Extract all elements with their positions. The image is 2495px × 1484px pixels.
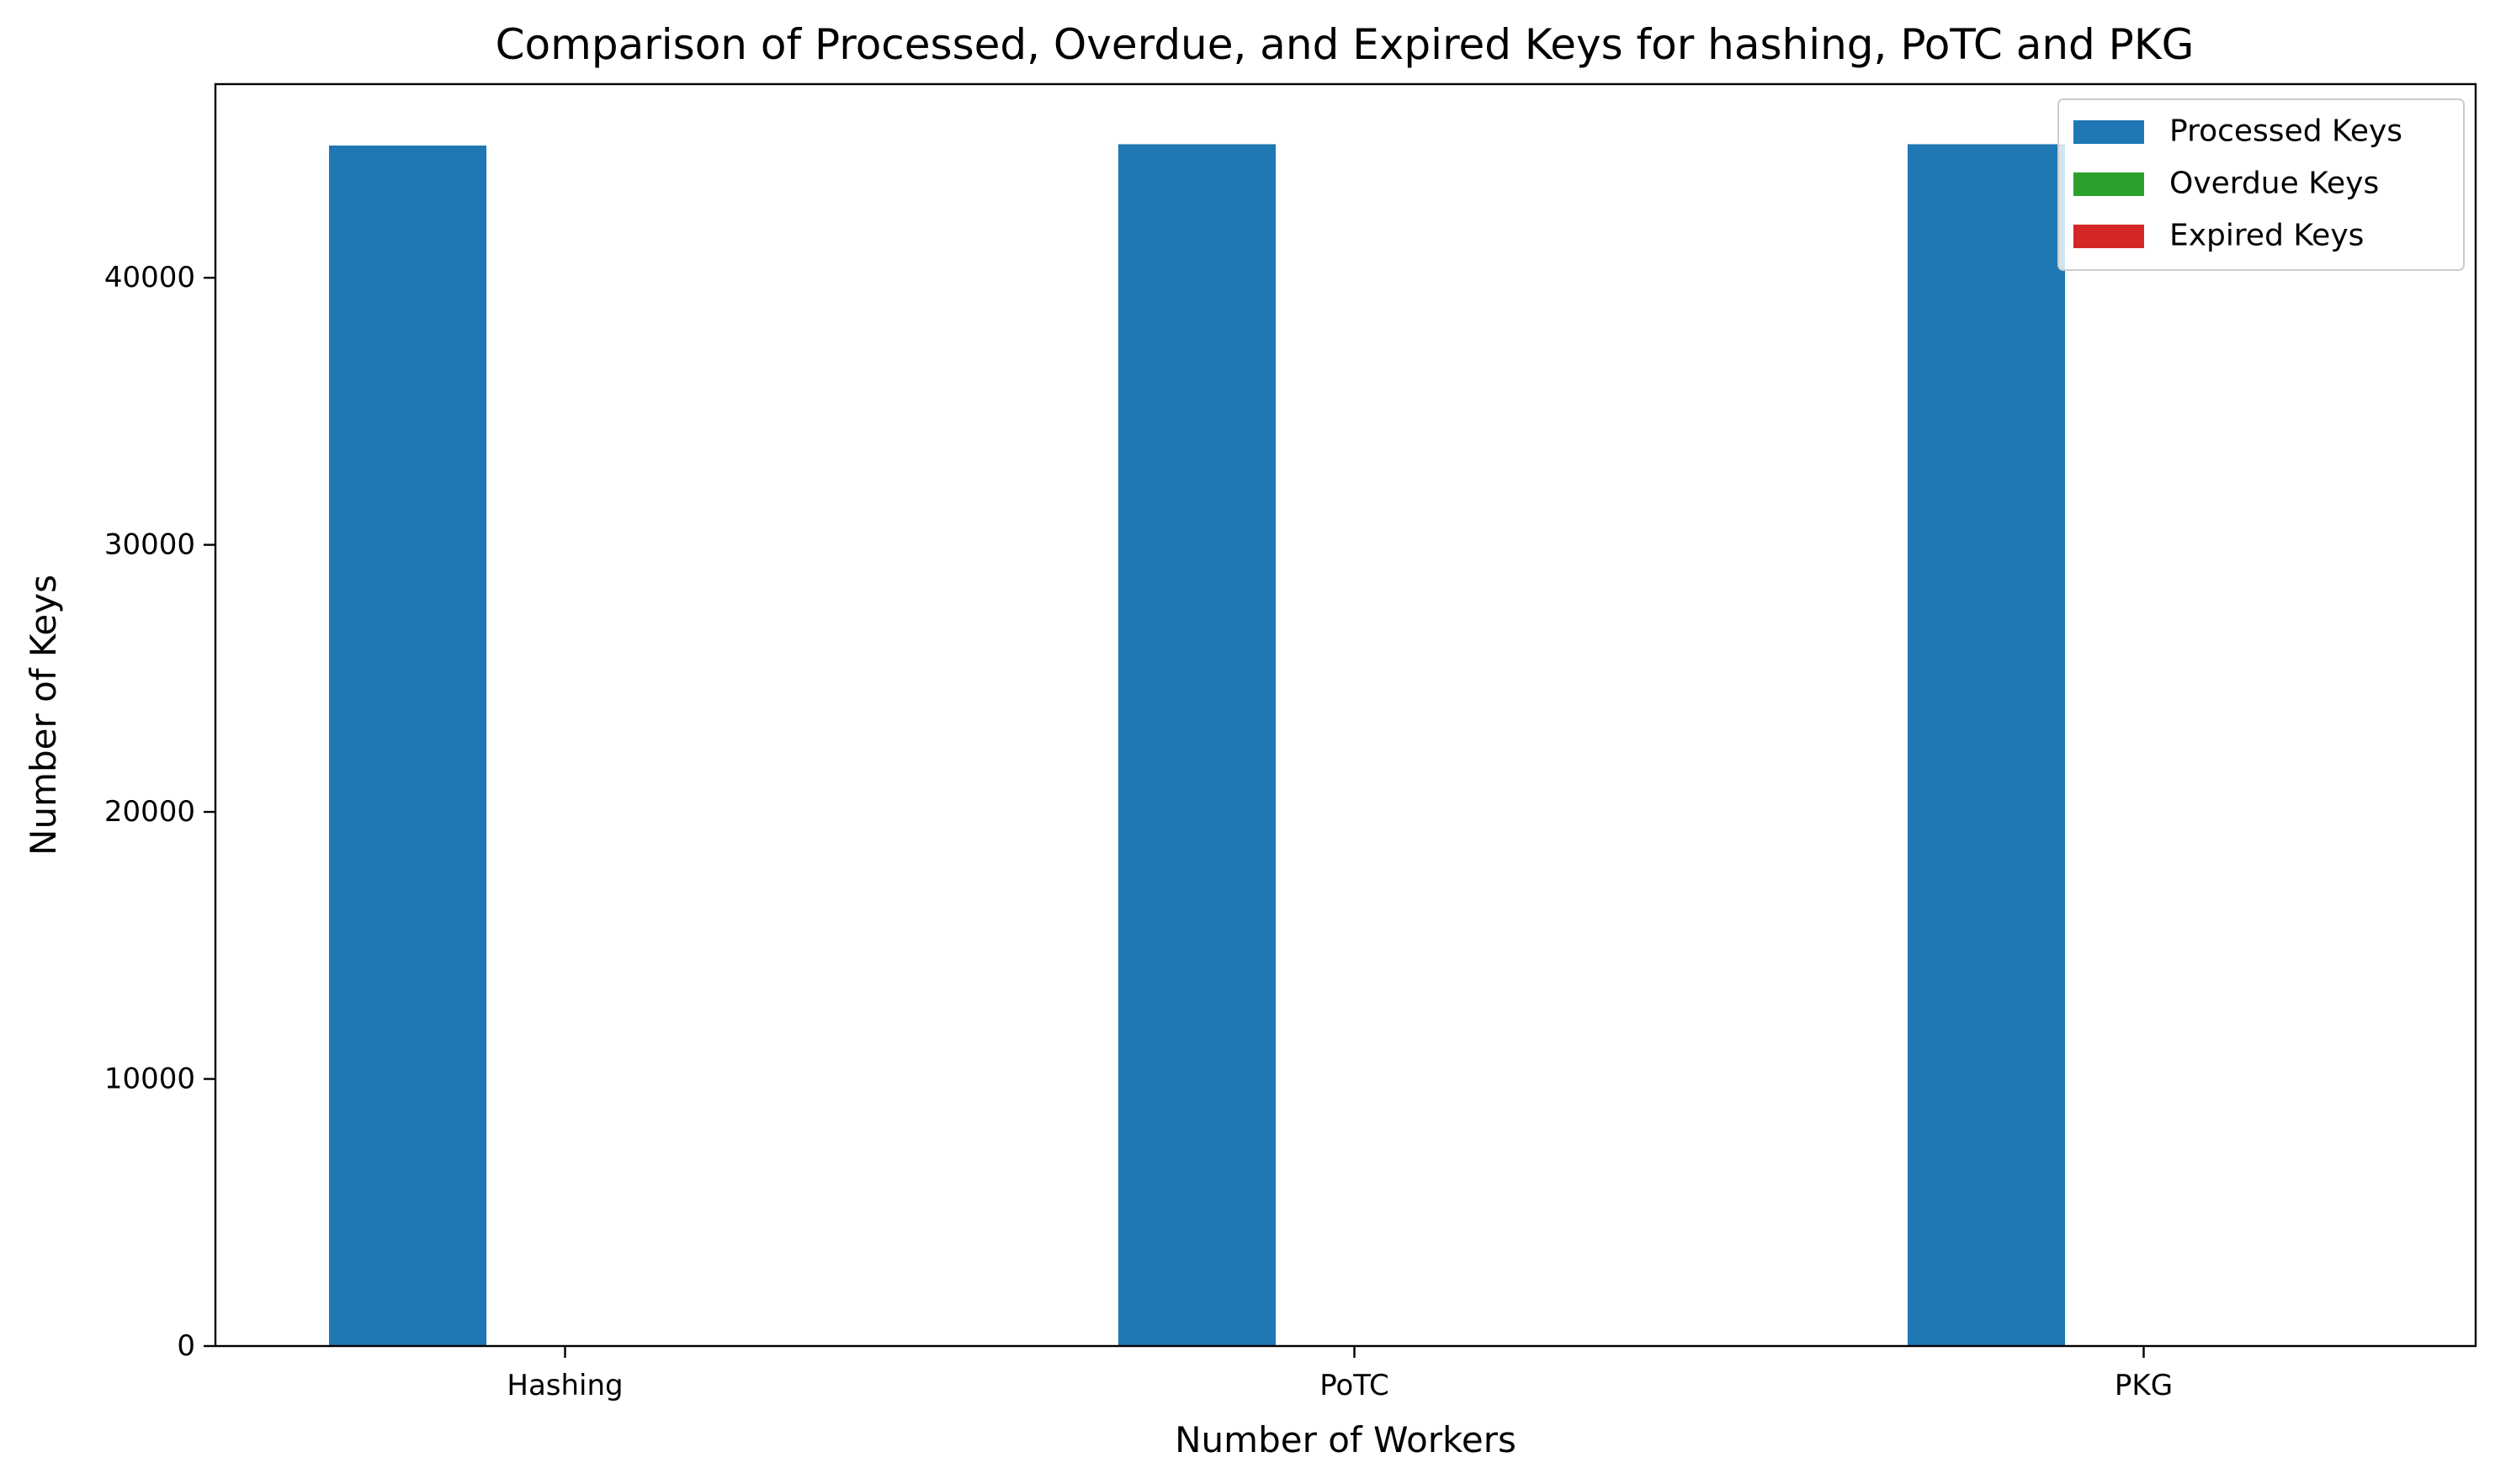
y-tick-label: 40000 — [104, 261, 195, 294]
y-axis: 0 10000 20000 30000 40000 — [104, 261, 215, 1363]
x-tick-label: PKG — [2115, 1369, 2173, 1402]
legend: Processed Keys Overdue Keys Expired Keys — [2057, 98, 2465, 271]
legend-label: Expired Keys — [2169, 219, 2364, 253]
bars-layer — [329, 144, 2065, 1346]
chart-title: Comparison of Processed, Overdue, and Ex… — [496, 20, 2195, 69]
y-tick-label: 10000 — [104, 1063, 195, 1096]
bar-processed-keys-pkg — [1908, 144, 2065, 1346]
x-tick-label: Hashing — [507, 1369, 623, 1402]
y-tick-label: 0 — [177, 1329, 195, 1363]
legend-label: Overdue Keys — [2169, 167, 2379, 201]
y-tick-label: 20000 — [104, 795, 195, 829]
y-axis-label: Number of Keys — [23, 575, 64, 856]
x-tick-label: PoTC — [1319, 1369, 1389, 1402]
x-axis-label: Number of Workers — [1175, 1419, 1516, 1460]
x-axis: Hashing PoTC PKG — [507, 1346, 2173, 1402]
legend-swatch — [2073, 172, 2144, 196]
plot-area — [215, 84, 2476, 1346]
plot-frame — [214, 82, 2477, 1348]
legend-swatch — [2073, 225, 2144, 248]
y-tick-label: 30000 — [104, 528, 195, 562]
bar-processed-keys-hashing — [329, 146, 486, 1346]
bar-processed-keys-potc — [1118, 144, 1276, 1346]
legend-label: Processed Keys — [2169, 114, 2402, 149]
legend-box — [2057, 98, 2465, 271]
legend-swatch — [2073, 120, 2144, 144]
